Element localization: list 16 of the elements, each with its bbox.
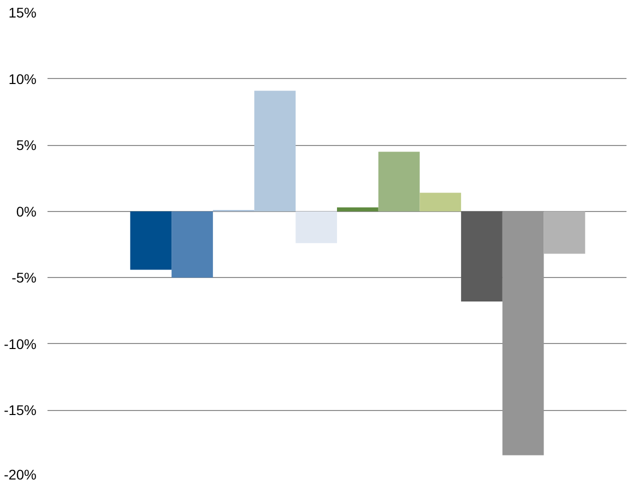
y-tick-label: -10% bbox=[4, 336, 37, 352]
y-tick-label: -15% bbox=[4, 402, 37, 418]
bar bbox=[337, 207, 378, 212]
bar bbox=[420, 192, 462, 212]
y-tick-label: -20% bbox=[4, 466, 37, 482]
y-tick-label: 0% bbox=[16, 203, 36, 220]
bar bbox=[544, 211, 586, 254]
y-tick-label: 15% bbox=[8, 4, 37, 20]
bar bbox=[130, 211, 172, 270]
y-tick-label: 5% bbox=[16, 137, 36, 154]
bar bbox=[461, 211, 502, 302]
bar bbox=[172, 211, 213, 278]
bar bbox=[296, 211, 337, 244]
y-tick-label: 10% bbox=[8, 70, 37, 87]
y-tick-label: -5% bbox=[12, 270, 37, 286]
bar bbox=[378, 152, 420, 212]
